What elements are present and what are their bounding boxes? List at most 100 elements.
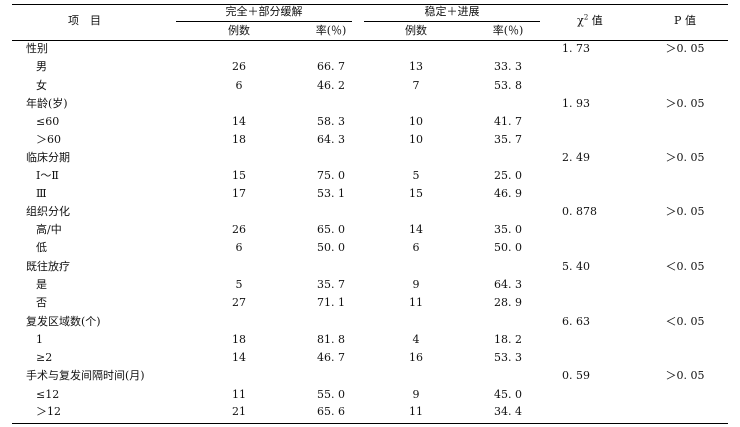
row-label: 复发区域数(个) — [26, 315, 101, 328]
header-group2: 稳定＋进展 — [424, 5, 480, 18]
header-count-2: 例数 — [405, 24, 427, 37]
row-rate-2: 35. 0 — [494, 223, 522, 236]
chi-symbol: χ — [577, 14, 584, 27]
row-rate-2: 50. 0 — [494, 241, 522, 254]
row-label: 性别 — [26, 42, 48, 55]
header-rate-2: 率(％) — [492, 24, 524, 37]
row-count-1: 27 — [232, 296, 246, 309]
row-rate-1: 66. 7 — [317, 60, 345, 73]
row-rate-1: 50. 0 — [317, 241, 345, 254]
row-label: 是 — [36, 278, 47, 291]
row-chi-value: 6. 63 — [562, 315, 590, 328]
header-rate-1: 率(％) — [315, 24, 347, 37]
row-count-1: 18 — [232, 133, 246, 146]
row-label: 低 — [36, 241, 47, 254]
row-rate-1: 55. 0 — [317, 388, 345, 401]
row-rate-2: 33. 3 — [494, 60, 522, 73]
row-p-value: ＞0. 05 — [665, 42, 705, 55]
row-count-2: 10 — [409, 115, 423, 128]
row-count-2: 7 — [412, 79, 420, 92]
row-p-value: ＞0. 05 — [665, 151, 705, 164]
row-rate-1: 75. 0 — [317, 169, 345, 182]
row-chi-value: 1. 93 — [562, 97, 590, 110]
row-count-1: 6 — [235, 241, 243, 254]
row-label: 年龄(岁) — [26, 97, 68, 110]
row-count-1: 14 — [232, 351, 246, 364]
row-label: ≥2 — [36, 351, 53, 364]
row-rate-2: 64. 3 — [494, 278, 522, 291]
header-chi-square: χ2 值 — [560, 14, 620, 28]
row-label: 手术与复发间隔时间(月) — [26, 369, 145, 382]
row-rate-2: 34. 4 — [494, 405, 522, 418]
row-rate-2: 18. 2 — [494, 333, 522, 346]
row-label: 高/中 — [36, 223, 62, 236]
row-count-1: 14 — [232, 115, 246, 128]
row-label: 组织分化 — [26, 205, 70, 218]
row-count-2: 9 — [412, 388, 420, 401]
row-count-2: 11 — [409, 405, 423, 418]
header-count-1: 例数 — [228, 24, 250, 37]
row-count-1: 18 — [232, 333, 246, 346]
row-p-value: ＞0. 05 — [665, 369, 705, 382]
row-rate-2: 53. 3 — [494, 351, 522, 364]
row-label: ≤60 — [36, 115, 60, 128]
row-count-1: 21 — [232, 405, 246, 418]
row-rate-1: 58. 3 — [317, 115, 345, 128]
row-count-2: 16 — [409, 351, 423, 364]
row-count-2: 15 — [409, 187, 423, 200]
row-count-2: 9 — [412, 278, 420, 291]
row-rate-1: 65. 6 — [317, 405, 345, 418]
row-rate-1: 81. 8 — [317, 333, 345, 346]
row-count-2: 5 — [412, 169, 420, 182]
row-label: ＞12 — [36, 405, 61, 418]
row-count-2: 13 — [409, 60, 423, 73]
row-rate-1: 71. 1 — [317, 296, 345, 309]
row-label: Ⅰ～Ⅱ — [36, 169, 59, 182]
row-rate-2: 25. 0 — [494, 169, 522, 182]
row-count-1: 17 — [232, 187, 246, 200]
row-count-2: 14 — [409, 223, 423, 236]
row-p-value: ＜0. 05 — [665, 315, 705, 328]
row-count-1: 6 — [235, 79, 243, 92]
group2-underline — [364, 21, 540, 22]
chi-suffix: 值 — [588, 14, 603, 27]
row-count-1: 15 — [232, 169, 246, 182]
header-item: 项 目 — [68, 14, 101, 27]
row-rate-2: 28. 9 — [494, 296, 522, 309]
row-rate-1: 46. 2 — [317, 79, 345, 92]
row-rate-2: 35. 7 — [494, 133, 522, 146]
row-chi-value: 2. 49 — [562, 151, 590, 164]
row-count-1: 11 — [232, 388, 246, 401]
row-p-value: ＞0. 05 — [665, 205, 705, 218]
row-p-value: ＜0. 05 — [665, 260, 705, 273]
group1-underline — [176, 21, 352, 22]
row-chi-value: 1. 73 — [562, 42, 590, 55]
row-count-1: 26 — [232, 223, 246, 236]
row-count-2: 4 — [412, 333, 420, 346]
row-label: 否 — [36, 296, 47, 309]
row-p-value: ＞0. 05 — [665, 97, 705, 110]
header-bottom-rule — [12, 40, 728, 41]
chi-superscript: 2 — [583, 13, 589, 22]
row-label: Ⅲ — [36, 187, 47, 200]
row-rate-1: 46. 7 — [317, 351, 345, 364]
row-rate-1: 65. 0 — [317, 223, 345, 236]
row-count-1: 26 — [232, 60, 246, 73]
row-count-2: 11 — [409, 296, 423, 309]
row-label: 女 — [36, 79, 47, 92]
table-top-rule — [12, 4, 728, 5]
row-rate-2: 45. 0 — [494, 388, 522, 401]
row-rate-1: 53. 1 — [317, 187, 345, 200]
row-count-2: 10 — [409, 133, 423, 146]
row-rate-1: 64. 3 — [317, 133, 345, 146]
table-bottom-rule — [12, 423, 728, 424]
header-p-value: P 值 — [674, 14, 696, 27]
row-label: 既往放疗 — [26, 260, 70, 273]
row-rate-2: 41. 7 — [494, 115, 522, 128]
row-label: ≤12 — [36, 388, 60, 401]
header-group1: 完全＋部分缓解 — [225, 5, 303, 18]
row-chi-value: 0. 59 — [562, 369, 590, 382]
row-rate-1: 35. 7 — [317, 278, 345, 291]
row-count-2: 6 — [412, 241, 420, 254]
